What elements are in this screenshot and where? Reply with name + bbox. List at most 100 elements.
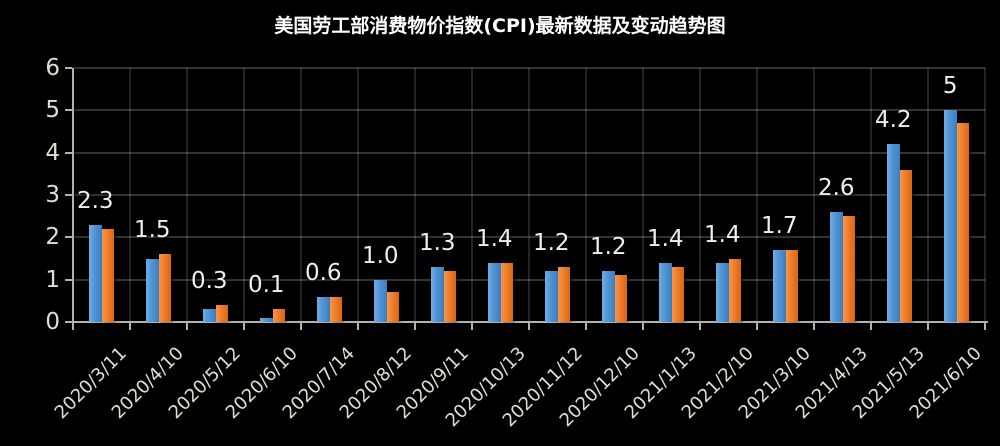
bar-orange-2021/6/10 xyxy=(956,123,969,322)
x-axis-tick-13 xyxy=(813,323,815,330)
x-axis-tick-12 xyxy=(756,323,758,330)
v-gridline-10 xyxy=(642,68,644,322)
y-axis-line xyxy=(72,68,74,326)
v-gridline-7 xyxy=(471,68,473,322)
data-label-2020/7/14: 0.6 xyxy=(304,259,342,286)
v-gridline-11 xyxy=(699,68,701,322)
v-gridline-13 xyxy=(813,68,815,322)
bar-blue-2020/4/10 xyxy=(146,258,159,322)
h-gridline-2 xyxy=(73,236,985,239)
y-axis-tick-0 xyxy=(65,321,72,323)
bar-blue-2020/5/12 xyxy=(203,309,216,322)
bar-orange-2020/3/11 xyxy=(101,228,114,322)
v-gridline-14 xyxy=(870,68,872,322)
x-axis-tick-7 xyxy=(471,323,473,330)
x-axis-tick-0 xyxy=(72,323,74,330)
bar-orange-2020/12/10 xyxy=(614,275,627,322)
x-axis-tick-11 xyxy=(699,323,701,330)
x-axis-tick-14 xyxy=(870,323,872,330)
bar-orange-2020/4/10 xyxy=(158,254,171,322)
v-gridline-12 xyxy=(756,68,758,322)
data-label-2020/4/10: 1.5 xyxy=(133,217,171,244)
data-label-2020/3/11: 2.3 xyxy=(76,187,114,214)
v-gridline-6 xyxy=(414,68,416,322)
data-label-2021/5/13: 4.2 xyxy=(874,107,912,134)
v-gridline-2 xyxy=(186,68,188,322)
h-gridline-4 xyxy=(73,151,985,154)
x-axis-tick-10 xyxy=(642,323,644,330)
y-tick-label-3: 3 xyxy=(45,182,60,208)
y-axis-tick-4 xyxy=(65,151,72,154)
bar-blue-2021/6/10 xyxy=(944,110,957,322)
y-axis-tick-6 xyxy=(65,67,72,69)
y-tick-label-0: 0 xyxy=(45,309,60,335)
data-label-2020/6/10: 0.1 xyxy=(247,272,285,299)
data-label-2020/9/11: 1.3 xyxy=(418,229,456,256)
y-tick-label-6: 6 xyxy=(45,55,60,81)
data-label-2020/12/10: 1.2 xyxy=(589,234,627,261)
data-label-2021/4/13: 2.6 xyxy=(817,174,855,201)
data-label-2021/3/10: 1.7 xyxy=(760,213,798,240)
x-axis-tick-4 xyxy=(300,323,302,330)
v-gridline-8 xyxy=(528,68,530,322)
bar-blue-2020/11/12 xyxy=(545,271,558,322)
bar-orange-2021/1/13 xyxy=(671,266,684,322)
bar-blue-2020/8/12 xyxy=(374,279,387,322)
bar-blue-2020/12/10 xyxy=(602,271,615,322)
bar-blue-2020/7/14 xyxy=(317,296,330,322)
data-label-2021/2/10: 1.4 xyxy=(703,221,741,248)
data-label-2020/11/12: 1.2 xyxy=(532,229,570,256)
bar-orange-2021/2/10 xyxy=(728,258,741,322)
y-axis-tick-3 xyxy=(65,194,72,196)
bar-orange-2020/8/12 xyxy=(386,292,399,322)
v-gridline-9 xyxy=(585,68,587,322)
y-axis-tick-1 xyxy=(65,278,72,281)
chart-title: 美国劳工部消费物价指数(CPI)最新数据及变动趋势图 xyxy=(274,15,726,37)
bar-blue-2020/3/11 xyxy=(89,224,102,322)
data-label-2020/5/12: 0.3 xyxy=(190,268,228,295)
x-axis-tick-8 xyxy=(528,323,530,330)
bar-orange-2020/6/10 xyxy=(272,309,285,322)
bar-orange-2020/5/12 xyxy=(215,305,228,322)
x-axis-tick-9 xyxy=(585,323,587,330)
v-gridline-5 xyxy=(357,68,359,322)
bar-blue-2020/9/11 xyxy=(431,266,444,322)
bar-blue-2020/10/13 xyxy=(488,262,501,322)
v-gridline-1 xyxy=(129,68,131,322)
y-tick-label-5: 5 xyxy=(45,97,60,124)
x-axis-line xyxy=(72,321,988,323)
x-axis-tick-16 xyxy=(984,323,986,330)
y-axis-tick-2 xyxy=(65,236,72,239)
y-tick-label-4: 4 xyxy=(45,139,60,166)
data-label-2021/1/13: 1.4 xyxy=(646,225,684,252)
x-axis-tick-6 xyxy=(414,323,416,330)
x-axis-tick-1 xyxy=(129,323,131,330)
y-tick-label-1: 1 xyxy=(45,266,60,293)
h-gridline-6 xyxy=(73,67,985,69)
h-gridline-5 xyxy=(73,109,985,112)
x-axis-tick-5 xyxy=(357,323,359,330)
y-axis-tick-5 xyxy=(65,109,72,112)
bar-blue-2021/4/13 xyxy=(830,211,843,322)
bar-blue-2021/3/10 xyxy=(773,250,786,322)
x-axis-tick-2 xyxy=(186,323,188,330)
v-gridline-3 xyxy=(243,68,245,322)
x-axis-tick-15 xyxy=(927,323,929,330)
v-gridline-16 xyxy=(984,68,986,322)
bar-blue-2020/6/10 xyxy=(260,317,273,322)
bar-orange-2021/5/13 xyxy=(899,169,912,322)
bar-orange-2020/7/14 xyxy=(329,296,342,322)
data-label-2021/6/10: 5 xyxy=(942,73,958,100)
bar-orange-2020/9/11 xyxy=(443,271,456,322)
data-label-2020/10/13: 1.4 xyxy=(475,225,513,252)
data-label-2020/8/12: 1.0 xyxy=(361,242,399,269)
bar-blue-2021/2/10 xyxy=(716,262,729,322)
y-tick-label-2: 2 xyxy=(45,224,60,251)
v-gridline-15 xyxy=(927,68,929,322)
h-gridline-1 xyxy=(73,278,985,281)
v-gridline-4 xyxy=(300,68,302,322)
bar-orange-2020/11/12 xyxy=(557,266,570,322)
bar-orange-2021/3/10 xyxy=(785,250,798,322)
bar-blue-2021/1/13 xyxy=(659,262,672,322)
